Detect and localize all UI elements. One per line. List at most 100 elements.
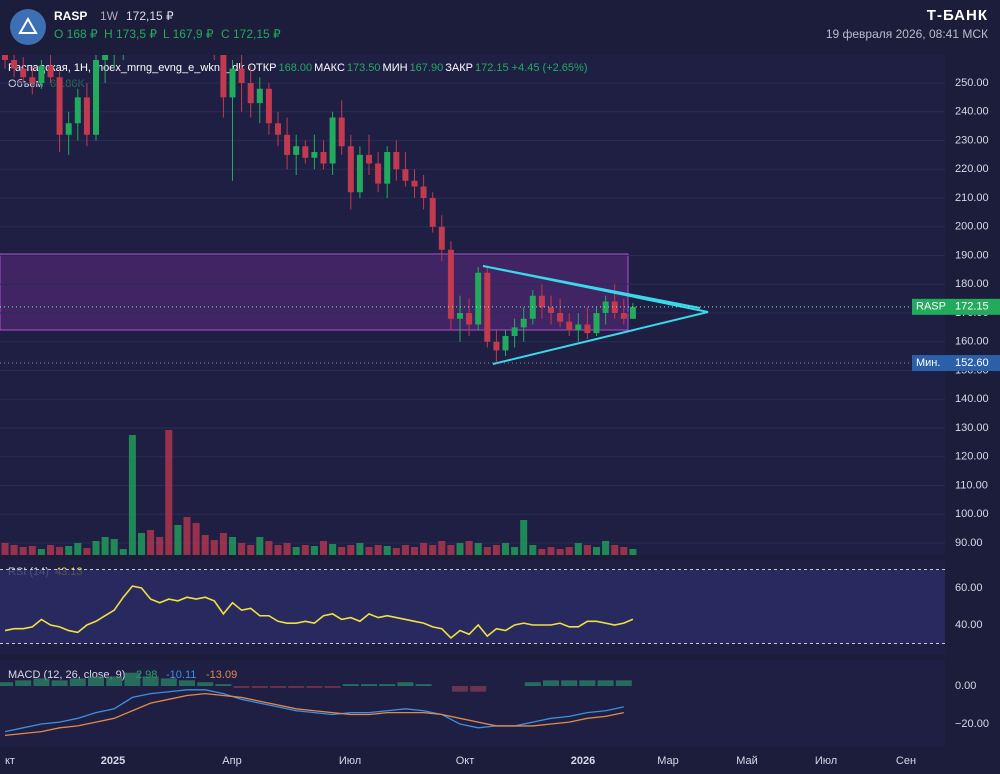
volume-bar xyxy=(602,541,610,555)
volume-bar xyxy=(483,547,491,555)
volume-bar xyxy=(301,545,309,555)
last-value: 172.15 xyxy=(955,301,989,313)
candle-body xyxy=(611,301,618,314)
legend-part: 173.50 xyxy=(347,62,381,74)
macd-hist xyxy=(361,684,377,687)
volume-bar xyxy=(574,543,582,555)
macd-hist xyxy=(379,684,396,687)
volume-bar xyxy=(329,544,337,555)
candle-body xyxy=(566,321,573,331)
volume-bar xyxy=(83,548,91,555)
volume-bar xyxy=(37,549,45,555)
volume-bar xyxy=(74,543,82,555)
macd-hist xyxy=(270,686,286,688)
candle-body xyxy=(593,313,600,334)
macd-value: -10.11 xyxy=(166,669,196,681)
legend-part: МИН xyxy=(383,62,408,74)
legend-part: 167.90 xyxy=(410,62,444,74)
volume-bar xyxy=(465,541,473,555)
legend-part: 168.00 xyxy=(279,62,313,74)
ohlc-high: H 173,5 ₽ xyxy=(104,27,157,41)
candle-body xyxy=(457,313,463,319)
triangle xyxy=(482,265,709,365)
candle-body xyxy=(102,55,109,61)
macd-hist xyxy=(0,682,13,687)
macd-hist xyxy=(597,680,614,687)
candle-body xyxy=(302,146,309,158)
volume-bar xyxy=(147,530,155,555)
volume-bar xyxy=(256,537,264,555)
rsi-tick-label: 40.00 xyxy=(955,619,983,631)
volume-bar xyxy=(110,539,118,555)
x-tick-label: кт xyxy=(5,755,15,767)
candle-body xyxy=(484,272,491,342)
candle-body xyxy=(502,336,509,351)
volume-bar xyxy=(47,545,54,555)
volume-bar xyxy=(101,537,109,555)
min-tag: Мин. xyxy=(916,357,940,369)
candle-body xyxy=(347,146,354,193)
macd-signal-value: -13.09 xyxy=(206,669,237,681)
macd-line xyxy=(4,689,624,733)
candle-body xyxy=(275,123,281,135)
macd-hist xyxy=(561,680,578,687)
macd-hist xyxy=(142,676,159,687)
candle-body xyxy=(575,324,582,331)
volume-bar xyxy=(238,543,246,555)
price-pane xyxy=(0,55,945,555)
volume-bar xyxy=(365,547,373,555)
candle-body xyxy=(265,88,272,124)
candle-body xyxy=(38,65,45,84)
interval[interactable]: 1W xyxy=(100,9,119,23)
volume-bar xyxy=(156,537,164,555)
candle-body xyxy=(557,313,564,322)
candle-body xyxy=(83,97,90,135)
macd-hist xyxy=(306,686,323,688)
rsi-band xyxy=(0,569,945,644)
y-tick-label: 250.00 xyxy=(955,77,989,89)
macd-hist xyxy=(470,686,487,692)
candle-body xyxy=(220,55,227,98)
volume-bar xyxy=(520,520,528,555)
macd-hist xyxy=(179,680,195,687)
price-marks xyxy=(0,55,945,555)
macd-hist xyxy=(324,686,341,688)
candle-body xyxy=(520,318,527,328)
volume-bar xyxy=(565,547,573,555)
volume-bar xyxy=(210,540,218,555)
macd-hist xyxy=(215,684,232,687)
volume-bar xyxy=(392,548,400,555)
macd-hist xyxy=(342,684,359,687)
x-tick-label: Июл xyxy=(339,755,361,767)
volume-bar xyxy=(356,543,364,555)
candle-body xyxy=(329,117,336,164)
macd-pane xyxy=(0,660,945,747)
volume-bar xyxy=(347,545,355,555)
volume-bar xyxy=(174,525,182,555)
candle-body xyxy=(538,295,545,308)
candle-body xyxy=(375,163,382,184)
x-tick-label: Мар xyxy=(657,755,679,767)
volume-bar xyxy=(383,546,391,555)
macd-hist xyxy=(106,676,123,687)
volume-bar xyxy=(292,547,300,555)
volume-bar xyxy=(265,541,273,555)
volume-bar xyxy=(165,430,173,555)
ticker: RASP xyxy=(54,9,87,23)
macd-hist xyxy=(397,682,414,687)
volume-bar xyxy=(456,543,464,555)
ohlc-open: O 168 ₽ xyxy=(54,27,98,41)
volume-bar xyxy=(338,547,346,555)
volume-bar xyxy=(411,547,418,555)
volume-title: Объем xyxy=(8,78,43,90)
legend: Распадская, 1Н, moex_mrng_evng_e_wknd_dl… xyxy=(8,62,587,74)
x-tick-label: Сен xyxy=(896,755,916,767)
y-tick-label: 220.00 xyxy=(955,163,989,175)
legend-part: ЗАКР xyxy=(445,62,473,74)
y-tick-label: 90.00 xyxy=(955,537,983,549)
candle-body xyxy=(2,55,8,61)
last-badge xyxy=(912,298,1000,315)
candle-body xyxy=(47,65,54,78)
volume-bar xyxy=(593,547,600,555)
volume-bar xyxy=(474,543,482,555)
